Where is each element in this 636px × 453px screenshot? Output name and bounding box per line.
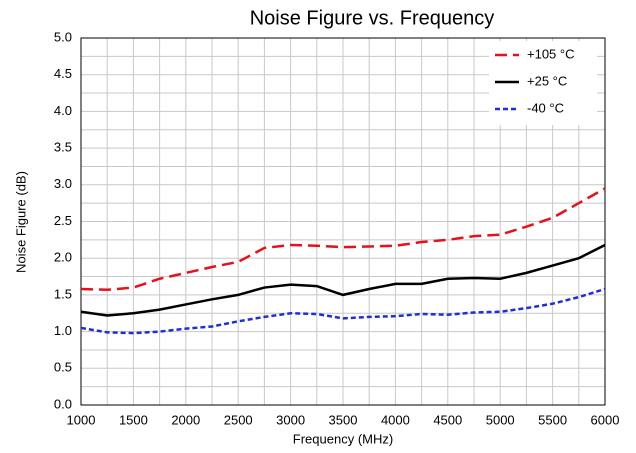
plot-frame <box>80 37 606 406</box>
x-tick-label: 5000 <box>486 412 515 427</box>
y-tick-label: 4.5 <box>54 66 72 81</box>
y-tick-label: 5.0 <box>54 29 72 44</box>
legend-label: +25 °C <box>527 73 567 88</box>
y-tick-label: 1.0 <box>54 323 72 338</box>
x-tick-label: 4500 <box>433 412 462 427</box>
y-tick-label: 0.5 <box>54 360 72 375</box>
data-line <box>80 243 606 317</box>
y-tick-label: 3.0 <box>54 176 72 191</box>
y-tick-label: 3.5 <box>54 140 72 155</box>
x-tick-label: 1500 <box>119 412 148 427</box>
x-tick-label: 5500 <box>538 412 567 427</box>
x-tick-label: 3000 <box>276 412 305 427</box>
y-tick-label: 2.5 <box>54 213 72 228</box>
y-tick-label: 0.0 <box>54 396 72 411</box>
data-line <box>80 287 606 335</box>
chart-title: Noise Figure vs. Frequency <box>250 7 495 29</box>
y-axis-label: Noise Figure (dB) <box>13 171 28 273</box>
x-tick-label: 4000 <box>381 412 410 427</box>
x-tick-label: 6000 <box>591 412 620 427</box>
x-axis-label: Frequency (MHz) <box>293 431 393 446</box>
x-tick-label: 3500 <box>329 412 358 427</box>
x-tick-label: 2000 <box>171 412 200 427</box>
y-tick-label: 2.0 <box>54 250 72 265</box>
legend-label: +105 °C <box>527 46 574 61</box>
legend-label: -40 °C <box>527 100 564 115</box>
x-tick-label: 2500 <box>224 412 253 427</box>
x-tick-label: 1000 <box>67 412 96 427</box>
y-tick-label: 1.5 <box>54 286 72 301</box>
y-tick-label: 4.0 <box>54 103 72 118</box>
